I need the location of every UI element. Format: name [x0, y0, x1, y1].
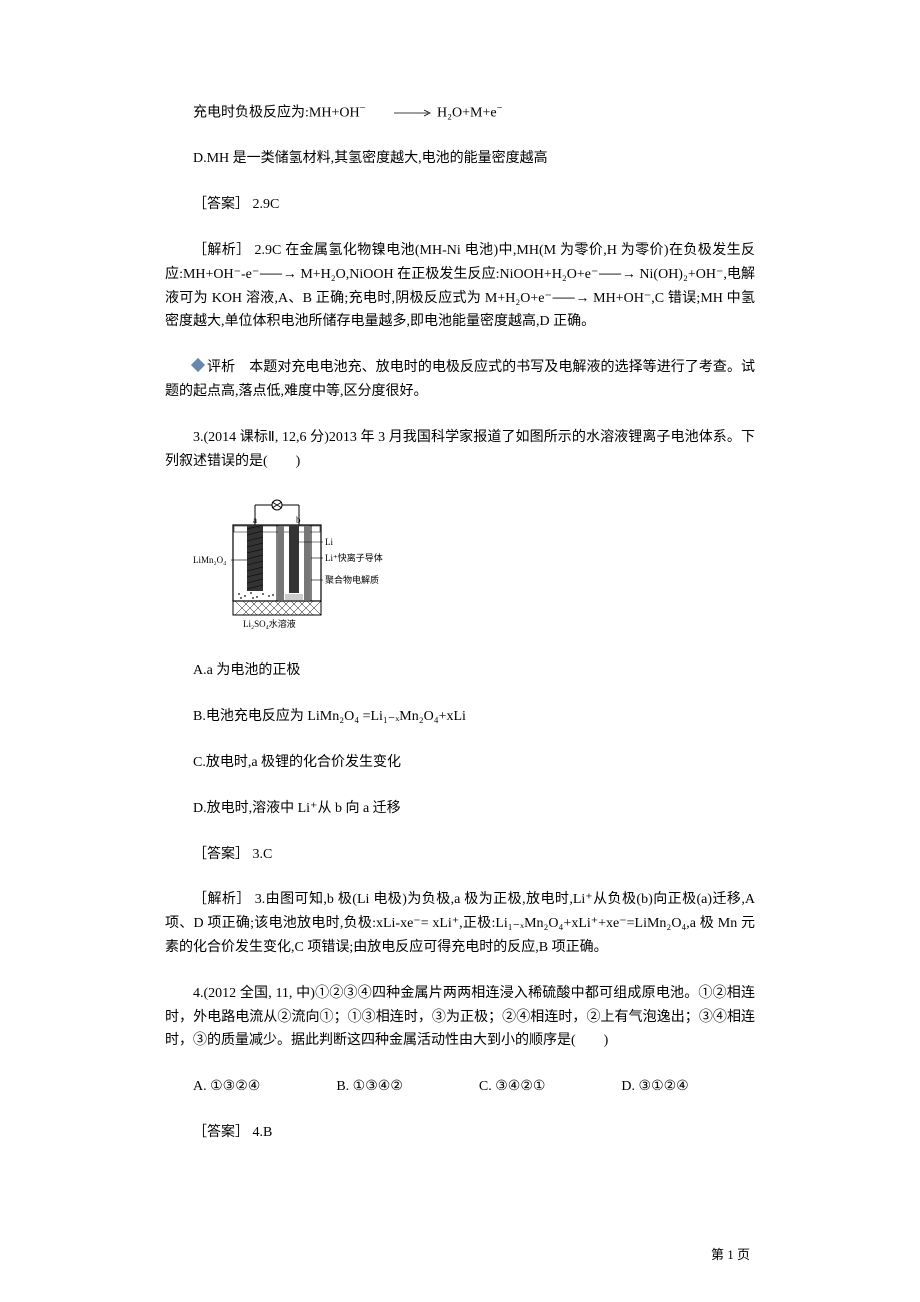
label-li: Li: [325, 537, 333, 547]
page-footer: 第 1 页: [711, 1244, 750, 1266]
battery-diagram: a b: [193, 495, 755, 635]
option-c: 充电时负极反应为:MH+OH− H₂O+M+e−: [165, 100, 755, 125]
question-3: 3.(2014 课标Ⅱ, 12,6 分)2013 年 3 月我国科学家报道了如图…: [165, 426, 755, 474]
comment-label: 评析: [207, 360, 235, 375]
label-conductor: Li⁺快离子导体: [325, 552, 383, 563]
q3-option-c: C.放电时,a 极锂的化合价发生变化: [165, 751, 755, 775]
option-c-pre: 充电时负极反应为:MH+OH: [193, 106, 360, 121]
option-c-post: H₂O+M+e: [434, 106, 497, 121]
reaction-arrow-icon: [366, 102, 434, 126]
q4-option-a: A. ①③②④: [165, 1075, 260, 1099]
q4-option-c: C. ③④②①: [451, 1075, 546, 1099]
comment-2: 评析 本题对充电电池充、放电时的电极反应式的书写及电解液的选择等进行了考查。试题…: [165, 356, 755, 404]
analysis-2: ［解析］ 2.9C 在金属氢化物镍电池(MH-Ni 电池)中,MH(M 为零价,…: [165, 239, 755, 334]
label-limno: LiMn₂O₄: [193, 555, 226, 565]
q4-option-d: D. ③①②④: [593, 1075, 688, 1099]
answer-4: ［答案］ 4.B: [165, 1121, 755, 1145]
analysis-3: ［解析］ 3.由图可知,b 极(Li 电极)为负极,a 极为正极,放电时,Li⁺…: [165, 888, 755, 959]
q3-option-d: D.放电时,溶液中 Li⁺从 b 向 a 迁移: [165, 797, 755, 821]
label-electrolyte: 聚合物电解质: [325, 574, 379, 585]
q4-option-b: B. ①③④②: [308, 1075, 403, 1099]
q4-options: A. ①③②④ B. ①③④② C. ③④②① D. ③①②④: [165, 1075, 755, 1099]
question-4: 4.(2012 全国, 11, 中)①②③④四种金属片两两相连浸入稀硫酸中都可组…: [165, 982, 755, 1053]
label-a: a: [253, 515, 257, 525]
q3-option-b: B.电池充电反应为 LiMn₂O₄ =Li₁₋ₓMn₂O₄+xLi: [165, 705, 755, 729]
answer-2: ［答案］ 2.9C: [165, 193, 755, 217]
q3-option-a: A.a 为电池的正极: [165, 659, 755, 683]
answer-3: ［答案］ 3.C: [165, 843, 755, 867]
comment-text: 本题对充电电池充、放电时的电极反应式的书写及电解液的选择等进行了考查。试题的起点…: [165, 360, 755, 399]
diamond-icon: [191, 358, 205, 372]
label-solution: Li₂SO₄水溶液: [243, 618, 296, 629]
label-b: b: [296, 515, 301, 525]
minus-sup2: −: [497, 103, 503, 114]
option-d: D.MH 是一类储氢材料,其氢密度越大,电池的能量密度越高: [165, 147, 755, 171]
